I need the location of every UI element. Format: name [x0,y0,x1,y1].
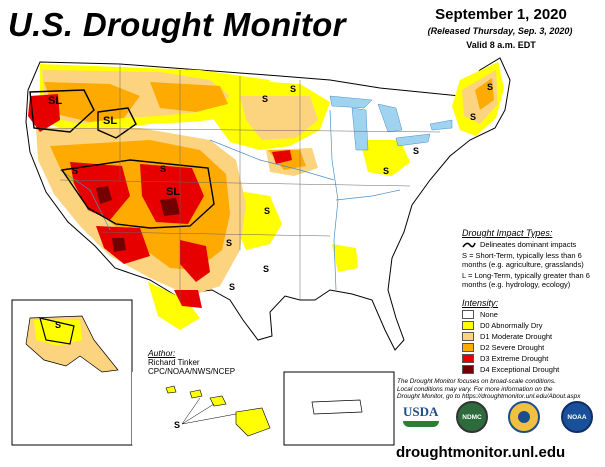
legend-swatch [462,331,474,341]
usda-logo[interactable]: USDA [403,404,439,430]
valid-time: Valid 8 a.m. EDT [466,40,536,50]
noaa-logo-text: NOAA [567,413,587,421]
map-label-s-ohio: S [383,166,390,176]
usda-logo-text: USDA [403,404,439,419]
note-line: Drought Monitor, go to https://droughtmo… [397,393,581,401]
website-link[interactable]: droughtmonitor.unl.edu [396,444,566,461]
map-label-s-south-texas: S [229,282,236,292]
author-title: Author: [148,348,176,358]
map-date: September 1, 2020 [435,6,567,23]
doc-seal-center-icon [518,411,530,423]
impact-short-term: S = Short-Term, typically less than 6 mo… [462,251,584,269]
legend-label: None [480,309,498,319]
release-date: (Released Thursday, Sep. 3, 2020) [427,26,573,36]
map-label-s-new-england: S [470,112,477,122]
legend-label: D4 Exceptional Drought [480,364,560,374]
legend-row-d3: D3 Extreme Drought [462,353,602,363]
usda-logo-bar [403,421,439,427]
ndmc-logo[interactable]: NDMC [456,401,488,433]
legend-label: D1 Moderate Drought [480,331,553,341]
legend-swatch [462,364,474,374]
impact-legend-title: Drought Impact Types: [462,228,553,238]
author-block: Author: Richard Tinker CPC/NOAA/NWS/NCEP [148,348,268,376]
map-label-s-kansas: S [264,206,271,216]
impact-dominant-row: Delineates dominant impacts [462,240,602,249]
legend-row-d2: D2 Severe Drought [462,342,602,352]
map-label-s-pennsylvania: S [413,146,420,156]
hawaii-islands [165,385,271,437]
map-label-sl-idaho: SL [103,115,118,127]
note-line: Local conditions may vary. For more info… [397,385,553,393]
map-label-s-minnesota: S [290,84,297,94]
intensity-legend-title: Intensity: [462,298,499,308]
impact-long-term: L = Long-Term, typically greater than 6 … [462,271,590,289]
author-org: CPC/NOAA/NWS/NCEP [148,367,236,376]
ndmc-logo-text: NDMC [462,413,482,421]
noaa-logo[interactable]: NOAA [561,401,593,433]
legend-row-d4: D4 Exceptional Drought [462,364,602,374]
map-label-sl-northwest: SL [48,95,63,107]
author-name: Richard Tinker [148,358,200,367]
intensity-legend: Intensity: None D0 Abnormally Dry D1 Mod… [462,298,602,374]
map-label-s-nevada: S [72,166,79,176]
map-label-s-wyoming: S [160,164,167,174]
map-label-s-oklahoma: S [226,238,233,248]
map-label-s-dakotas: S [262,94,269,104]
drought-map [11,57,511,446]
legend-swatch [462,353,474,363]
state-lines [39,64,441,300]
impact-dominant-label: Delineates dominant impacts [480,240,577,249]
map-title: U.S. Drought Monitor [8,6,346,43]
map-label-s-hawaii: S [174,420,181,430]
legend-row-d0: D0 Abnormally Dry [462,320,602,330]
rivers [59,109,401,291]
note-line: The Drought Monitor focuses on broad-sca… [397,378,556,385]
legend-swatch [462,342,474,352]
map-label-s-alaska: S [55,320,62,330]
impact-legend: Drought Impact Types: Delineates dominan… [462,228,602,289]
map-label-s-maine: S [487,82,494,92]
legend-label: D0 Abnormally Dry [480,320,543,330]
legend-row-none: None [462,309,602,319]
great-lakes [329,95,453,151]
doc-seal-logo[interactable] [508,401,540,433]
legend-row-d1: D1 Moderate Drought [462,331,602,341]
puerto-rico-shape [311,399,363,415]
d4-areas [96,186,180,252]
boundary-line-icon [462,242,476,247]
map-label-sl-southwest: SL [166,186,181,198]
legend-label: D2 Severe Drought [480,342,545,352]
legend-label: D3 Extreme Drought [480,353,549,363]
map-label-s-texas: S [263,264,270,274]
hawaii-pointer-lines [181,397,237,425]
disclaimer-note: The Drought Monitor focuses on broad-sca… [397,378,603,401]
legend-swatch [462,320,474,330]
impact-boundaries [29,89,215,229]
legend-swatch [462,309,474,319]
